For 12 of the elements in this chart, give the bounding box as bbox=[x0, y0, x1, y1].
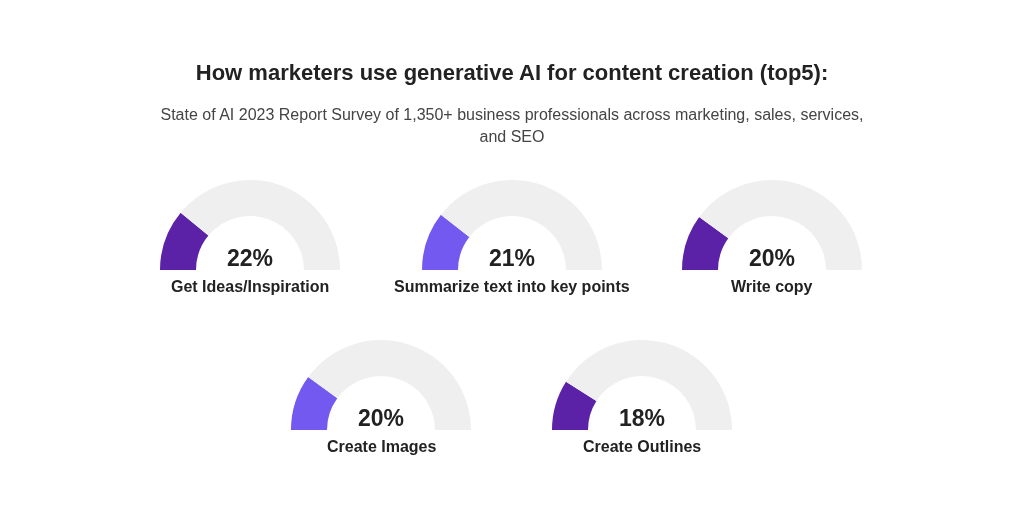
text: Write copy bbox=[731, 278, 813, 295]
text: 22% bbox=[227, 245, 274, 271]
text: Summarize text into key points bbox=[394, 278, 630, 295]
text: Create Outlines bbox=[583, 438, 702, 455]
text: 20% bbox=[358, 405, 405, 431]
text: Create Images bbox=[327, 438, 437, 455]
text: Get Ideas/Inspiration bbox=[171, 278, 330, 295]
text: How marketers use generative AI for content creation (top5): bbox=[194, 60, 830, 86]
text: 20% bbox=[749, 245, 796, 271]
text: State of AI 2023 Report Survey of 1,350+ business professionals across marketing, sales, services, and SEO bbox=[159, 105, 865, 147]
text: 18% bbox=[619, 405, 666, 431]
text: 21% bbox=[489, 245, 536, 271]
